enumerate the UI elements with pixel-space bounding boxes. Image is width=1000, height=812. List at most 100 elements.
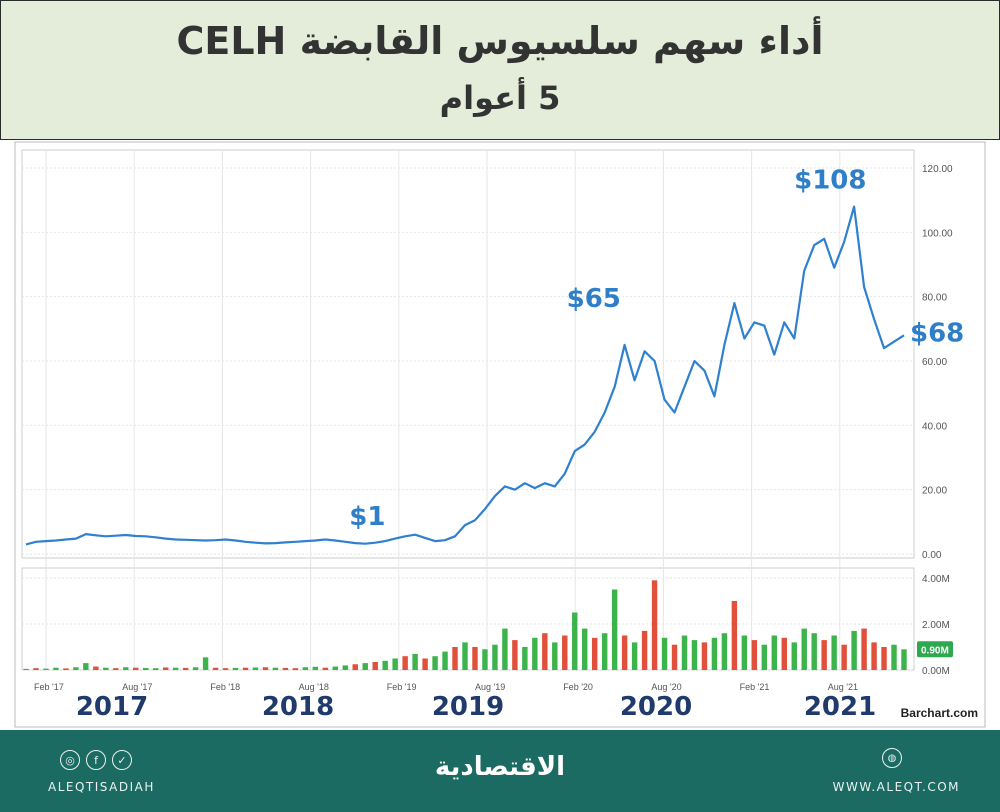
x-tick-label: Aug '18 xyxy=(299,682,329,692)
year-label: 2019 xyxy=(432,692,504,722)
social-icons: ◎ f ✓ xyxy=(60,750,132,770)
volume-bar xyxy=(591,637,598,670)
volume-bar xyxy=(272,667,279,670)
volume-bar xyxy=(43,668,49,670)
volume-bar xyxy=(123,667,129,670)
x-tick-label: Feb '18 xyxy=(210,682,240,692)
volume-bar xyxy=(671,644,678,670)
volume-bar xyxy=(611,589,618,670)
volume-bar xyxy=(402,656,408,670)
volume-bar xyxy=(562,635,568,670)
volume-bar xyxy=(681,635,688,670)
x-tick-label: Feb '17 xyxy=(34,682,64,692)
twitter-icon[interactable]: ✓ xyxy=(112,750,132,770)
price-volume-chart: Feb '17 Aug '17 Feb '18 Aug '18 Feb '19 Aug '… xyxy=(14,141,986,728)
social-handle: ALEQTISADIAH xyxy=(48,780,155,794)
price-callout: $1 xyxy=(349,502,385,532)
volume-bar xyxy=(512,640,518,670)
year-label: 2020 xyxy=(620,692,692,722)
volume-bar xyxy=(901,649,907,670)
volume-bar xyxy=(721,633,728,670)
header: أداء سهم سلسيوس القابضة CELH 5 أعوام xyxy=(0,0,1000,140)
chart-area: Feb '17 Aug '17 Feb '18 Aug '18 Feb '19 Aug '… xyxy=(0,140,1000,730)
price-line xyxy=(25,205,905,546)
price-callout: $68 xyxy=(910,318,964,348)
year-label: 2017 xyxy=(76,692,148,722)
vol-tick-label: 4.00M xyxy=(922,574,950,585)
volume-bar xyxy=(831,635,837,670)
volume-bar xyxy=(741,635,748,670)
volume-bar xyxy=(372,661,378,670)
volume-bar xyxy=(502,628,508,670)
volume-bar xyxy=(282,667,289,670)
volume-bar xyxy=(222,668,229,670)
volume-bar xyxy=(542,633,548,670)
volume-bar xyxy=(53,667,59,670)
y-tick-label: 60.00 xyxy=(922,357,947,368)
volume-bar xyxy=(162,667,169,670)
volume-bar xyxy=(781,637,787,670)
volume-bar xyxy=(322,667,329,670)
instagram-icon[interactable]: ◎ xyxy=(60,750,80,770)
volume-bar xyxy=(861,628,867,670)
volume-bar xyxy=(412,653,418,670)
volume-bar xyxy=(352,664,358,670)
year-label: 2021 xyxy=(804,692,876,722)
volume-bar xyxy=(143,667,149,670)
volume-bar xyxy=(113,668,119,670)
price-panel xyxy=(21,149,915,559)
x-tick-label: Aug '19 xyxy=(475,682,505,692)
x-tick-label: Aug '20 xyxy=(651,682,681,692)
volume-bar xyxy=(891,644,897,670)
footer: ◎ f ✓ ALEQTISADIAH الاقتصادية ◍ WWW.ALEQ… xyxy=(0,730,1000,812)
volume-bar xyxy=(252,667,259,670)
volume-bar xyxy=(572,612,578,670)
volume-bar xyxy=(202,657,209,670)
volume-bar xyxy=(362,663,368,670)
chart-title: أداء سهم سلسيوس القابضة CELH xyxy=(176,19,824,63)
volume-bar xyxy=(63,668,69,670)
x-tick-label: Aug '17 xyxy=(122,682,152,692)
facebook-icon[interactable]: f xyxy=(86,750,106,770)
volume-bar xyxy=(621,635,628,670)
volume-bar xyxy=(462,642,468,670)
volume-bar xyxy=(242,667,249,670)
volume-bar xyxy=(342,665,348,670)
volume-bar xyxy=(582,628,588,670)
volume-bar xyxy=(192,667,199,670)
x-tick-label: Feb '19 xyxy=(387,682,417,692)
volume-bar xyxy=(212,667,219,670)
volume-bar xyxy=(631,642,638,670)
volume-bar xyxy=(691,640,698,670)
volume-bar xyxy=(93,666,99,670)
price-callout: $108 xyxy=(794,166,866,196)
chart-subtitle: 5 أعوام xyxy=(439,79,561,117)
volume-bar xyxy=(432,656,438,670)
year-label: 2018 xyxy=(262,692,334,722)
x-tick-label: Feb '21 xyxy=(740,682,770,692)
chart-frame xyxy=(14,141,986,728)
source-label: Barchart.com xyxy=(901,706,978,720)
y-tick-label: 80.00 xyxy=(922,293,947,304)
volume-last-badge xyxy=(917,641,953,658)
volume-bar xyxy=(801,628,807,670)
volume-bar xyxy=(73,667,79,670)
volume-bar xyxy=(871,642,877,670)
volume-bar xyxy=(811,633,817,670)
volume-panel xyxy=(21,567,915,671)
vol-tick-label: 2.00M xyxy=(922,620,950,631)
volume-bar xyxy=(172,667,179,670)
website-link[interactable]: WWW.ALEQT.COM xyxy=(832,780,960,794)
x-tick-label: Feb '20 xyxy=(563,682,593,692)
volume-last-label: 0.90M xyxy=(921,645,949,656)
brand-logo: الاقتصادية xyxy=(434,752,566,782)
volume-bar xyxy=(651,580,658,670)
volume-bar xyxy=(472,647,478,670)
price-callout: $65 xyxy=(567,284,621,314)
globe-icon: ◍ xyxy=(882,748,902,768)
volume-bar xyxy=(771,635,778,670)
volume-bar xyxy=(881,647,887,670)
vol-tick-label: 0.00M xyxy=(922,666,950,677)
volume-bar xyxy=(552,642,558,670)
y-tick-label: 20.00 xyxy=(922,486,947,497)
